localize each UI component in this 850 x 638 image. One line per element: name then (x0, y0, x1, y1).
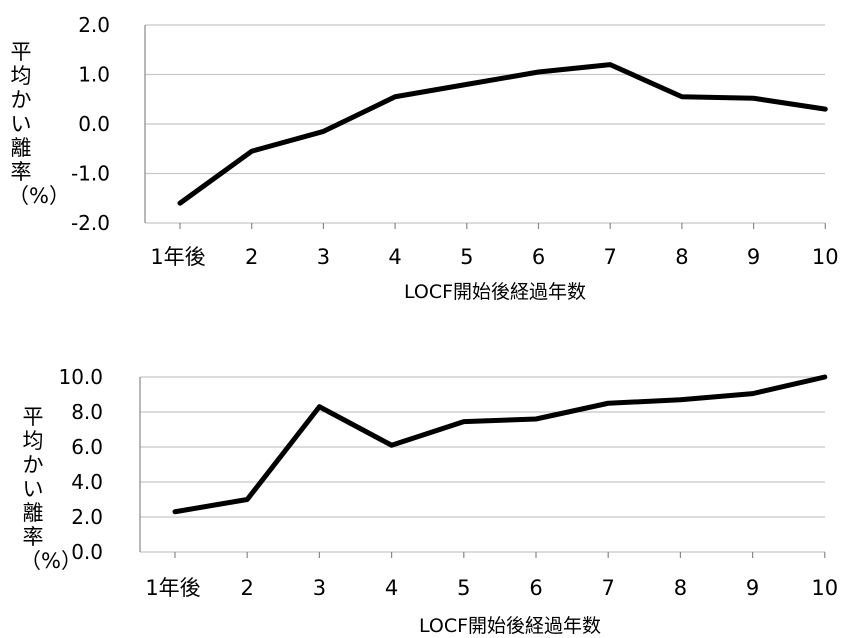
x-tick-label: 2 (241, 576, 254, 600)
x-tick-label: 10 (812, 245, 839, 269)
x-tick-label: 10 (811, 576, 838, 600)
x-tick-label: 4 (388, 245, 401, 269)
x-tick-label: 3 (317, 245, 330, 269)
x-tick-label: 8 (675, 245, 688, 269)
chart-bottom: 10.0 8.0 6.0 4.0 2.0 0.0 1年後 2 3 4 5 6 7 8 9 10 LOCF開始後経… (58, 365, 838, 637)
y-tick-label: 10.0 (58, 365, 103, 389)
y-tick-label: 4.0 (71, 470, 103, 494)
x-axis-label: LOCF開始後経過年数 (419, 615, 601, 637)
y-tick-label: 0.0 (71, 540, 103, 564)
x-axis-label: LOCF開始後経過年数 (404, 281, 586, 303)
y-tick-label: 6.0 (71, 435, 103, 459)
y-tick-label: 8.0 (71, 400, 103, 424)
series-line (172, 374, 828, 515)
x-tick-label: 5 (457, 576, 470, 600)
series-line (177, 62, 828, 206)
y-tick-label: 1.0 (78, 63, 110, 87)
y-tick-label: -2.0 (71, 211, 110, 235)
x-tick-label: 1年後 (145, 576, 200, 600)
y-tick-label: 2.0 (78, 13, 110, 37)
x-tick-label: 2 (245, 245, 258, 269)
y-tick-label: -1.0 (71, 162, 110, 186)
x-tick-label: 3 (313, 576, 326, 600)
y-tick-label: 0.0 (78, 112, 110, 136)
x-tick-label: 8 (674, 576, 687, 600)
x-tick-label: 4 (385, 576, 398, 600)
chart-top: 2.0 1.0 0.0 -1.0 -2.0 1年後 2 3 4 5 6 7 8 9 10 LOCF開始後経過年… (71, 13, 839, 303)
x-tick-label: 1年後 (150, 245, 205, 269)
x-tick-label: 7 (604, 245, 617, 269)
x-tick-label: 6 (532, 245, 545, 269)
y-axis-label-top: 平均かい離率（%） (8, 40, 70, 208)
x-tick-label: 7 (602, 576, 615, 600)
x-tick-label: 9 (747, 245, 760, 269)
x-tick-label: 9 (746, 576, 759, 600)
x-tick-label: 5 (460, 245, 473, 269)
y-tick-label: 2.0 (71, 505, 103, 529)
x-tick-label: 6 (529, 576, 542, 600)
y-axis-label-bottom: 平均かい離率（%） (20, 405, 82, 573)
